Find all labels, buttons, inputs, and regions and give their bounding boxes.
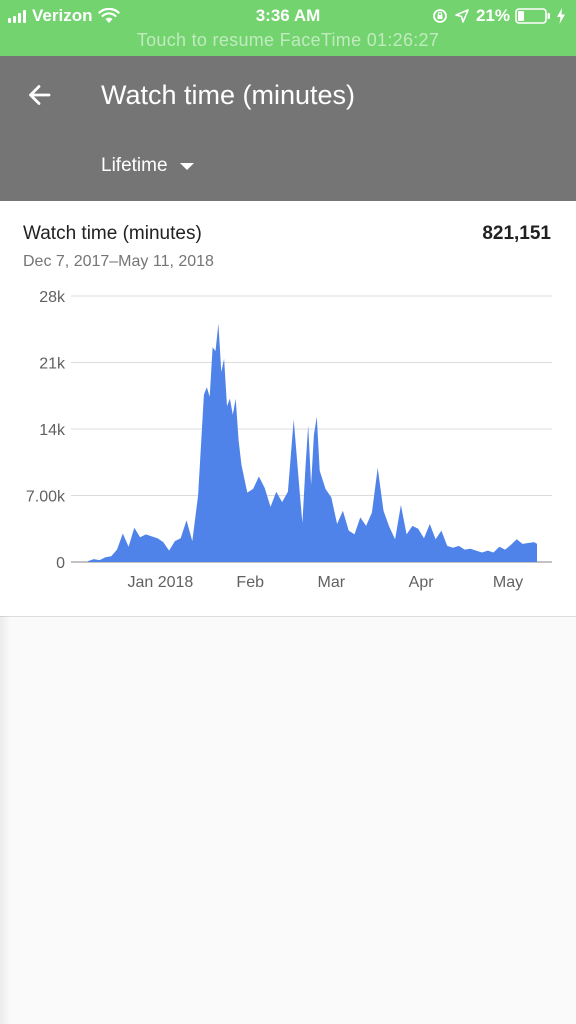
- caret-down-icon: [179, 162, 194, 170]
- period-label: Lifetime: [101, 155, 168, 176]
- y-tick-label: 0: [56, 555, 65, 572]
- status-time: 3:36 AM: [255, 6, 321, 25]
- period-dropdown[interactable]: Lifetime: [101, 155, 194, 177]
- lock-rotation-icon: [433, 9, 447, 23]
- x-tick-label: Feb: [236, 574, 264, 591]
- date-range: Dec 7, 2017–May 11, 2018: [23, 253, 214, 270]
- x-tick-label: Apr: [409, 574, 435, 591]
- watch-time-chart: 0 7.00k 14k 21k 28k Jan 2018 Feb Mar Apr May: [26, 289, 552, 591]
- app-bar: Watch time (minutes) Lifetime: [0, 56, 576, 201]
- battery-icon: [515, 8, 550, 24]
- arrow-back-icon: [29, 85, 51, 105]
- y-tick-label: 21k: [39, 356, 66, 373]
- location-icon: [455, 9, 469, 23]
- watch-time-card: Watch time (minutes) 821,151 Dec 7, 2017…: [0, 201, 576, 617]
- wifi-icon: [98, 8, 121, 23]
- y-tick-label: 28k: [39, 289, 66, 306]
- x-tick-label: Jan 2018: [127, 574, 193, 591]
- charging-icon: [557, 8, 565, 24]
- battery-percent: 21%: [475, 6, 510, 25]
- edge-shadow: [0, 616, 10, 1024]
- x-tick-label: Mar: [318, 574, 346, 591]
- y-tick-label: 14k: [39, 422, 66, 439]
- y-tick-label: 7.00k: [26, 489, 66, 506]
- series-area-0: [88, 323, 537, 562]
- card-total: 821,151: [482, 223, 551, 244]
- page-title: Watch time (minutes): [101, 80, 356, 110]
- status-left: Verizon: [8, 6, 121, 26]
- back-button[interactable]: [20, 76, 60, 116]
- facetime-banner[interactable]: Touch to resume FaceTime 01:26:27: [136, 30, 440, 50]
- x-tick-label: May: [493, 574, 523, 591]
- carrier-label: Verizon: [32, 6, 93, 25]
- status-right: 21%: [432, 6, 566, 26]
- status-bar: Verizon 3:36 AM 21%: [0, 0, 576, 56]
- signal-icon: [8, 9, 26, 23]
- card-title: Watch time (minutes): [23, 223, 202, 244]
